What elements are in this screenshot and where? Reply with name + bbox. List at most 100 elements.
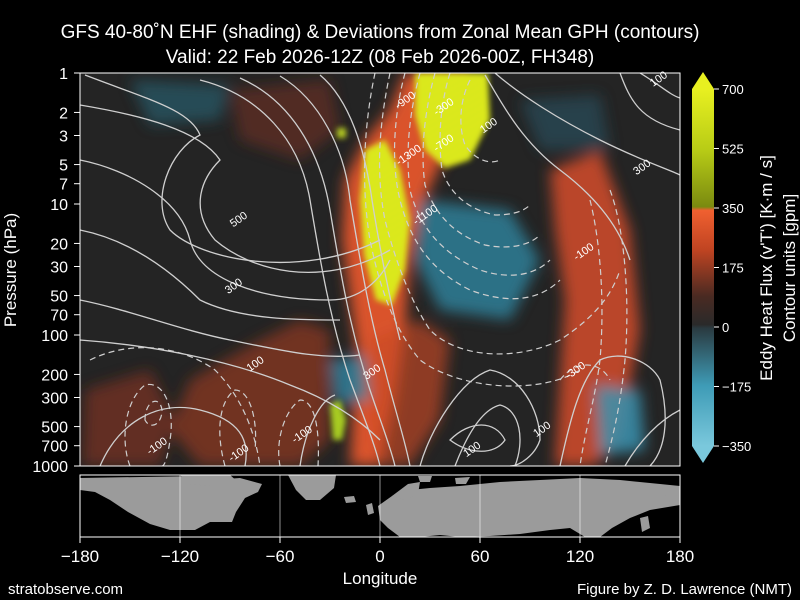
y-tick-label: 2 — [59, 105, 68, 122]
contour-solid — [494, 73, 680, 176]
contour-dashed — [89, 347, 261, 466]
x-tick-label: −180 — [61, 547, 99, 566]
contour-solid — [559, 355, 666, 466]
flux-positive-lower-left — [170, 320, 330, 466]
footer-credit: Figure by Z. D. Lawrence (NMT) — [577, 581, 792, 598]
x-axis-ticks: −180 −120 −60 0 60 120 180 — [61, 537, 694, 566]
contour-solid — [80, 104, 391, 274]
y-tick-label: 30 — [50, 260, 68, 277]
contour-dashed — [124, 383, 172, 466]
contour-solid — [619, 73, 680, 131]
contour-solid — [80, 299, 361, 357]
y-tick-label: 50 — [50, 289, 68, 306]
y-tick-label: 200 — [41, 367, 68, 384]
colorbar-extend-min — [692, 446, 714, 463]
colorbar-tick-label: 700 — [722, 82, 744, 97]
flux-negative-east-upper — [520, 95, 610, 150]
map-strip — [79, 474, 681, 538]
y-tick-label: 70 — [50, 308, 68, 325]
land-japan — [640, 516, 650, 532]
colorbar-extend-max — [692, 72, 714, 89]
contour-dashed — [378, 73, 621, 355]
y-tick-label: 7 — [59, 177, 68, 194]
flux-positive-far-left — [82, 370, 175, 466]
contour-solid — [99, 406, 247, 466]
map-land — [80, 475, 680, 537]
contour-solid — [279, 75, 411, 466]
y-tick-label: 100 — [41, 328, 68, 345]
y-tick-label: 700 — [41, 439, 68, 456]
contour-solid — [419, 369, 541, 466]
flux-max-stratosphere-top — [415, 73, 490, 168]
y-tick-label: 300 — [41, 391, 68, 408]
contour-solid — [239, 77, 396, 466]
colorbar-ticks: −350 −175 0 175 350 525 700 — [714, 82, 751, 454]
x-axis-label: Longitude — [343, 569, 418, 588]
contour-dashed — [559, 364, 611, 381]
y-tick-label: 10 — [50, 197, 68, 214]
x-tick-label: −60 — [266, 547, 295, 566]
flux-max-small — [337, 128, 346, 138]
contour-solid — [80, 229, 341, 321]
colorbar-tick-label: 525 — [722, 142, 744, 157]
contour-solid — [84, 74, 381, 263]
colorbar-label-contours: Contour units [gpm] — [780, 194, 799, 342]
contour-solid — [80, 339, 381, 441]
colorbar-label-flux: Eddy Heat Flux (v'T') [K·m / s] — [757, 155, 776, 381]
land-scandinavia — [392, 482, 420, 500]
contour-solid — [319, 74, 401, 341]
land-svalbard — [418, 476, 432, 482]
x-tick-label: 60 — [471, 547, 490, 566]
contour-dashed — [422, 73, 541, 248]
y-tick-label: 500 — [41, 420, 68, 437]
contour-dashed — [439, 73, 531, 216]
colorbar-tick-label: 0 — [722, 320, 729, 335]
contour-dashed — [219, 389, 257, 466]
chart-title: GFS 40-80˚N EHF (shading) & Deviations f… — [61, 22, 700, 43]
land-north-america — [80, 476, 262, 530]
colorbar: −350 −175 0 175 350 525 700 Eddy Heat Flux (v'… — [692, 72, 799, 463]
footer-site: stratobserve.com — [8, 581, 123, 598]
contour-solid — [454, 404, 521, 466]
land-arctic-islands — [180, 475, 238, 486]
chart-subtitle: Valid: 22 Feb 2026-12Z (08 Feb 2026-00Z,… — [166, 47, 594, 68]
flux-negative-east-low — [595, 385, 645, 455]
y-tick-label: 5 — [59, 158, 68, 175]
y-tick-label: 3 — [59, 129, 68, 146]
y-axis-ticks: 1 2 3 5 7 10 20 30 50 70 100 200 300 500 700 1000 — [32, 66, 80, 476]
gph-contours-negative — [89, 73, 628, 466]
contour-dashed — [363, 73, 581, 387]
land-greenland — [288, 475, 336, 500]
y-tick-label: 20 — [50, 236, 68, 253]
contour-dashed — [407, 73, 551, 276]
contour-dashed — [278, 399, 319, 466]
contour-solid — [80, 159, 391, 301]
flux-negative-center — [415, 200, 540, 320]
land-eurasia — [378, 478, 680, 537]
contour-solid — [199, 79, 381, 466]
colorbar-tick-label: 175 — [722, 261, 744, 276]
y-tick-label: 1 — [59, 66, 68, 83]
contour-solid — [624, 409, 680, 466]
contour-solid — [484, 74, 631, 261]
contour-solid — [639, 73, 680, 99]
plot-frame — [79, 72, 681, 467]
map-gridlines — [179, 475, 581, 537]
contour-dashed — [393, 73, 561, 300]
contour-dashed — [604, 189, 628, 466]
x-tick-label: 180 — [666, 547, 694, 566]
contour-solid — [299, 394, 336, 466]
x-tick-label: 120 — [566, 547, 594, 566]
flux-positive-mid — [370, 320, 450, 466]
flux-shading — [82, 73, 645, 466]
contour-dashed — [579, 199, 603, 466]
colorbar-body — [692, 89, 714, 446]
x-tick-label: −120 — [161, 547, 199, 566]
y-tick-label: 1000 — [32, 459, 68, 476]
y-axis-label: Pressure (hPa) — [1, 213, 20, 327]
colorbar-tick-label: −350 — [722, 439, 751, 454]
flux-negative-left-upper — [130, 80, 230, 125]
plot-area: -900 -300-700-1300100100300-1100500-10030… — [32, 66, 681, 476]
gph-contours — [80, 73, 680, 466]
land-iceland — [344, 496, 356, 503]
